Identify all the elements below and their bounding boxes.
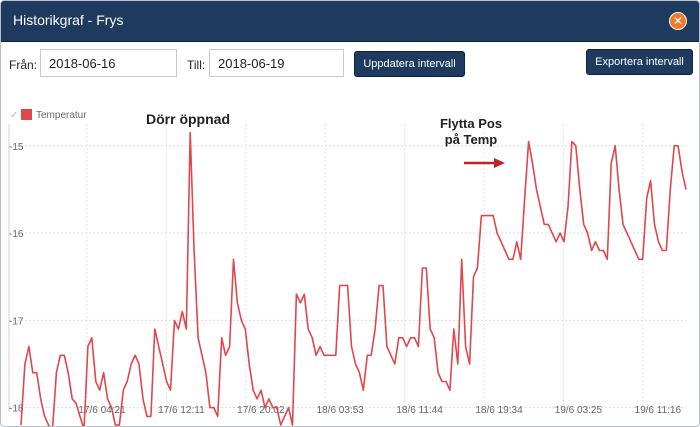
legend-check-icon: ✓ <box>10 110 18 121</box>
x-tick-label: 18/6 19:34 <box>475 405 523 416</box>
annotation-arrow-head <box>494 158 505 168</box>
x-tick-label: 17/6 20:02 <box>237 405 285 416</box>
to-label: Till: <box>187 58 206 72</box>
x-tick-label: 19/6 11:16 <box>635 405 682 416</box>
y-tick-label: -16 <box>9 229 24 240</box>
y-tick-label: -15 <box>9 142 24 153</box>
close-icon[interactable]: ✕ <box>669 12 687 30</box>
y-tick-label: -18 <box>9 404 24 415</box>
annotation-move-pos-line2: på Temp <box>445 132 498 147</box>
dialog-titlebar: Historikgraf - Frys ✕ <box>1 1 699 42</box>
x-tick-label: 17/6 04:21 <box>78 405 126 416</box>
from-date-input[interactable] <box>40 49 177 77</box>
annotation-move-pos-line1: Flytta Pos <box>440 116 502 131</box>
chart-svg: -15 -16 -17 -18 17/6 04:21 17/6 12:11 17/6 20:… <box>8 109 687 426</box>
update-interval-button[interactable]: Uppdatera intervall <box>354 51 465 77</box>
legend-label: Temperatur <box>36 110 87 121</box>
export-interval-button[interactable]: Exportera intervall <box>586 49 693 75</box>
x-tick-label: 18/6 11:44 <box>396 405 443 416</box>
dialog-title: Historikgraf - Frys <box>13 12 124 28</box>
y-tick-label: -17 <box>9 316 24 327</box>
series-line-temperatur <box>20 131 687 426</box>
x-tick-label: 17/6 12:11 <box>158 405 205 416</box>
x-tick-label: 19/6 03:25 <box>555 405 603 416</box>
interval-toolbar: Från: Till: Uppdatera intervall Exporter… <box>1 42 699 92</box>
annotation-door-opened: Dörr öppnad <box>146 111 230 127</box>
legend-swatch <box>21 109 32 120</box>
to-date-input[interactable] <box>209 49 344 77</box>
x-tick-label: 18/6 03:53 <box>317 405 365 416</box>
from-label: Från: <box>9 58 38 72</box>
temperature-chart: -15 -16 -17 -18 17/6 04:21 17/6 12:11 17/6 20:… <box>1 96 699 426</box>
